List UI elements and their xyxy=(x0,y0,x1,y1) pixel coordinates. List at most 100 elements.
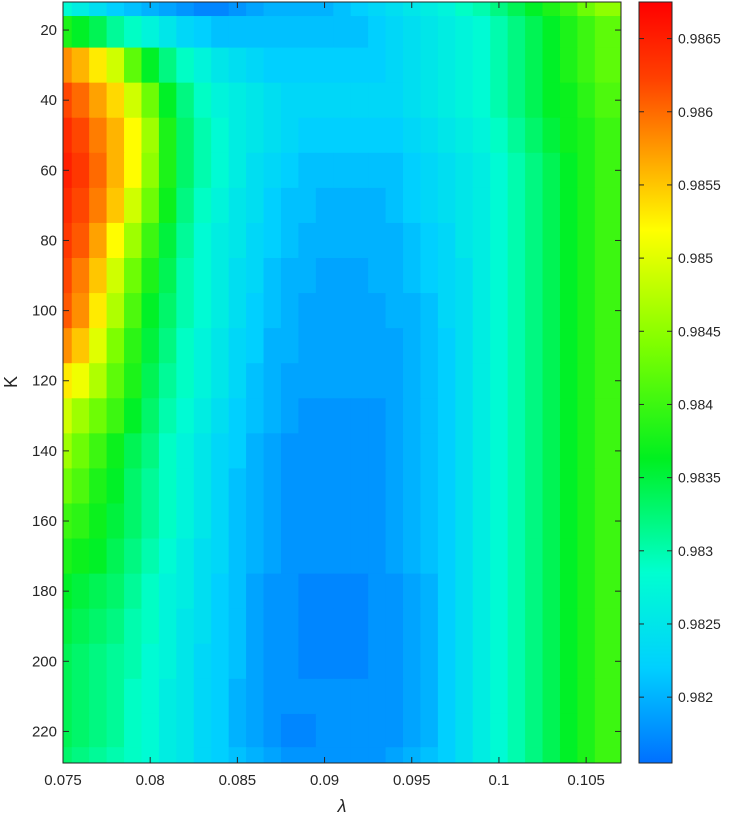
heatmap-cell xyxy=(193,293,212,329)
heatmap-cell xyxy=(124,398,143,434)
plot-frame xyxy=(62,1,622,764)
colorbar xyxy=(638,1,673,764)
heatmap-cell xyxy=(403,713,422,748)
heatmap-cell xyxy=(333,222,352,259)
heatmap-cell xyxy=(211,468,230,505)
heatmap-cell xyxy=(211,222,230,259)
heatmap-cell xyxy=(525,538,544,575)
heatmap-cell xyxy=(141,678,160,715)
heatmap-cell xyxy=(228,47,247,84)
heatmap-cell xyxy=(594,747,621,763)
heatmap-cell xyxy=(420,573,439,610)
heatmap-cell xyxy=(577,503,596,540)
heatmap-cell xyxy=(263,608,282,645)
heatmap-cell xyxy=(350,16,369,49)
heatmap-cell xyxy=(63,713,73,748)
heatmap-cell xyxy=(246,222,265,259)
heatmap-cell xyxy=(385,187,404,224)
heatmap-cell xyxy=(385,152,404,189)
heatmap-cell xyxy=(437,187,456,224)
heatmap-cell xyxy=(507,16,526,49)
heatmap-cell xyxy=(280,16,300,49)
heatmap-cell xyxy=(350,152,369,189)
heatmap-cell xyxy=(437,328,456,364)
heatmap-cell xyxy=(228,117,247,154)
heatmap-cell xyxy=(124,363,143,399)
heatmap-cell xyxy=(106,187,125,224)
colorbar-tick-label: 0.9855 xyxy=(678,177,721,193)
colorbar-tick-label: 0.985 xyxy=(678,250,713,266)
heatmap-cell xyxy=(211,713,230,748)
heatmap-cell xyxy=(228,293,247,329)
heatmap-cell xyxy=(385,503,404,540)
heatmap-cell xyxy=(368,538,387,575)
heatmap-cell xyxy=(158,293,177,329)
heatmap-cell xyxy=(385,468,404,505)
heatmap-cell xyxy=(350,222,369,259)
heatmap-cell xyxy=(106,573,125,610)
heatmap-cell xyxy=(106,16,125,49)
heatmap-cell xyxy=(333,538,352,575)
heatmap-cell xyxy=(472,608,491,645)
heatmap-cell xyxy=(298,573,317,610)
heatmap-cell xyxy=(106,643,125,680)
heatmap-cell xyxy=(106,117,125,154)
heatmap-cell xyxy=(106,503,125,540)
heatmap-cell xyxy=(350,398,369,434)
heatmap-cell xyxy=(403,82,422,119)
colorbar-tick-label: 0.9835 xyxy=(678,470,721,486)
heatmap-cell xyxy=(106,363,125,399)
heatmap-cell xyxy=(211,16,230,49)
heatmap-cell xyxy=(228,187,247,224)
heatmap-cell xyxy=(211,608,230,645)
heatmap-cell xyxy=(333,152,352,189)
heatmap-cell xyxy=(594,468,621,505)
heatmap-cell xyxy=(106,82,125,119)
heatmap-cell xyxy=(228,747,247,763)
heatmap-cell xyxy=(315,117,334,154)
heatmap-cell xyxy=(228,503,247,540)
heatmap-cell xyxy=(490,713,509,748)
heatmap-cell xyxy=(106,468,125,505)
heatmap-cell xyxy=(124,117,143,154)
heatmap-cell xyxy=(490,747,509,763)
heatmap-cell xyxy=(594,608,621,645)
heatmap-cell xyxy=(141,538,160,575)
heatmap-cell xyxy=(193,47,212,84)
heatmap-cell xyxy=(71,643,90,680)
heatmap-cell xyxy=(385,608,404,645)
heatmap-cell xyxy=(437,608,456,645)
x-tick-label: 0.08 xyxy=(136,772,165,789)
heatmap-cell xyxy=(455,258,474,294)
heatmap-cell xyxy=(211,82,230,119)
heatmap-cell xyxy=(420,538,439,575)
heatmap-cell xyxy=(280,713,300,748)
heatmap-cell xyxy=(193,608,212,645)
heatmap-cell xyxy=(106,293,125,329)
heatmap-cell xyxy=(559,573,579,610)
heatmap-cell xyxy=(71,608,90,645)
heatmap-cell xyxy=(472,643,491,680)
heatmap-cell xyxy=(490,538,509,575)
heatmap-cell xyxy=(559,222,579,259)
heatmap-cell xyxy=(263,713,282,748)
heatmap-cell xyxy=(89,258,108,294)
heatmap-cell xyxy=(577,47,596,84)
heatmap-cell xyxy=(507,433,526,470)
heatmap-cell xyxy=(385,538,404,575)
heatmap-cell xyxy=(193,398,212,434)
heatmap-cell xyxy=(455,538,474,575)
heatmap-cell xyxy=(420,82,439,119)
heatmap-cell xyxy=(437,678,456,715)
heatmap-cell xyxy=(559,643,579,680)
heatmap-cell xyxy=(158,678,177,715)
heatmap-cell xyxy=(420,16,439,49)
heatmap-cell xyxy=(507,222,526,259)
heatmap-cell xyxy=(333,747,352,763)
heatmap-cell xyxy=(525,328,544,364)
heatmap-cell xyxy=(280,468,300,505)
heatmap-cell xyxy=(507,398,526,434)
heatmap-cell xyxy=(263,538,282,575)
heatmap-cell xyxy=(124,187,143,224)
